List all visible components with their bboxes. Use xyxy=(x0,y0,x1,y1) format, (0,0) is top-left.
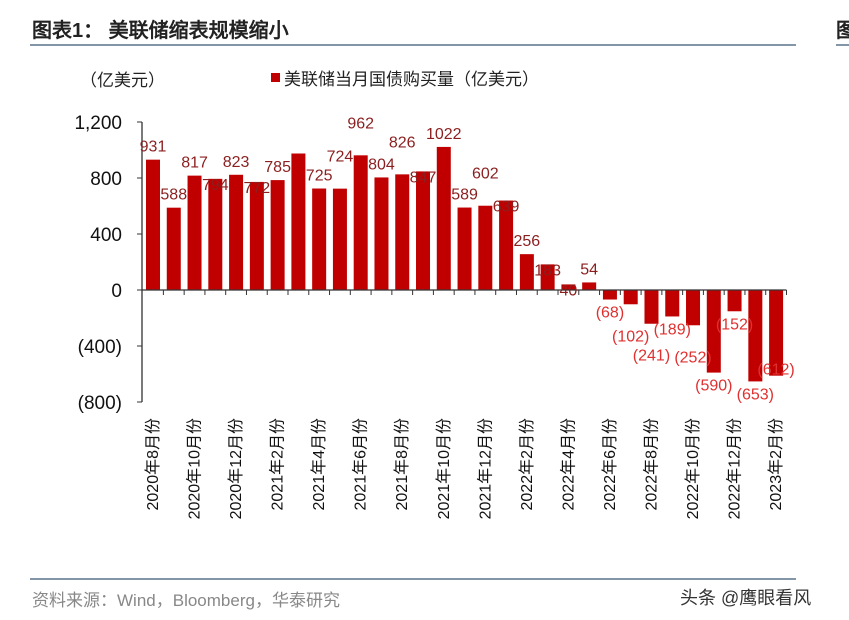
source-note: 资料来源：Wind，Bloomberg，华泰研究 xyxy=(32,591,340,610)
data-label: 725 xyxy=(306,168,333,185)
bar xyxy=(727,290,742,312)
title-divider xyxy=(30,44,796,46)
data-label: 54 xyxy=(580,261,598,278)
x-tick-label: 2021年2月份 xyxy=(269,418,287,511)
bar xyxy=(623,290,638,305)
legend: 美联储当月国债购买量（亿美元） xyxy=(271,65,539,90)
x-tick-label: 2020年8月份 xyxy=(144,418,162,511)
bar xyxy=(374,177,389,290)
data-label: (68) xyxy=(596,305,624,322)
bar xyxy=(582,282,597,290)
bar xyxy=(561,284,576,290)
y-tick-label: 0 xyxy=(111,281,122,302)
data-label: (252) xyxy=(674,349,711,366)
data-label: 588 xyxy=(160,187,187,204)
data-label: 804 xyxy=(368,156,395,173)
x-tick-label: 2022年12月份 xyxy=(726,418,744,519)
x-tick-label: 2023年2月份 xyxy=(767,418,785,511)
data-label: 826 xyxy=(389,134,416,151)
x-tick-label: 2020年10月份 xyxy=(186,418,204,519)
x-tick-label: 2022年8月份 xyxy=(642,418,660,511)
x-tick-label: 2021年4月份 xyxy=(310,418,328,511)
bar xyxy=(499,200,514,290)
data-label: 817 xyxy=(181,155,208,172)
bar xyxy=(706,290,721,373)
data-label: 602 xyxy=(472,166,499,183)
y-tick-label: 800 xyxy=(90,169,122,190)
x-tick-label: 2020年12月份 xyxy=(227,418,245,519)
data-label: 1022 xyxy=(426,126,462,143)
data-label: (102) xyxy=(612,328,649,345)
data-label: 962 xyxy=(347,115,374,132)
bar xyxy=(291,153,306,290)
bar xyxy=(270,180,285,290)
data-label: 256 xyxy=(514,233,541,250)
data-label: 772 xyxy=(243,180,270,197)
bar xyxy=(416,171,431,290)
next-figure-title-fragment: 图 xyxy=(836,20,849,42)
bar xyxy=(353,155,368,290)
bar xyxy=(457,207,472,290)
data-label: 931 xyxy=(140,139,167,156)
y-tick-label: (400) xyxy=(78,337,122,358)
bar xyxy=(187,175,202,290)
data-label: 639 xyxy=(493,199,520,216)
data-label: (653) xyxy=(737,386,774,403)
legend-swatch xyxy=(271,73,280,82)
bar xyxy=(146,159,160,290)
bar xyxy=(686,290,701,326)
x-tick-label: 2022年4月份 xyxy=(559,418,577,511)
data-label: (590) xyxy=(695,378,732,395)
bar xyxy=(436,146,451,290)
data-label: 847 xyxy=(410,169,437,186)
bar xyxy=(166,207,181,290)
bar xyxy=(769,290,784,376)
y-tick-label: 400 xyxy=(90,225,122,246)
bar xyxy=(665,290,680,317)
source-divider xyxy=(30,578,796,580)
data-label: 589 xyxy=(451,187,478,204)
x-tick-label: 2022年10月份 xyxy=(684,418,702,519)
bar xyxy=(332,188,347,290)
bar xyxy=(478,205,493,290)
bar xyxy=(229,174,244,290)
x-tick-label: 2021年8月份 xyxy=(393,418,411,511)
legend-label: 美联储当月国债购买量（亿美元） xyxy=(284,70,539,89)
bar xyxy=(602,290,617,300)
next-title-divider xyxy=(836,44,849,46)
bar xyxy=(312,188,327,290)
data-label: (612) xyxy=(757,362,794,379)
figure-title: 图表1： 美联储缩表规模缩小 xyxy=(32,20,289,42)
x-tick-label: 2021年6月份 xyxy=(352,418,370,511)
bar xyxy=(519,254,534,290)
data-label: 183 xyxy=(534,262,561,279)
data-label: 40 xyxy=(560,282,578,299)
bar xyxy=(540,264,555,290)
watermark: 头条 @鹰眼看风 xyxy=(680,588,812,608)
x-tick-label: 2022年2月份 xyxy=(518,418,536,511)
data-label: (241) xyxy=(633,348,670,365)
data-label: 785 xyxy=(264,159,291,176)
data-label: (152) xyxy=(716,316,753,333)
x-tick-label: 2022年6月份 xyxy=(601,418,619,511)
bar xyxy=(395,174,410,290)
x-tick-label: 2021年12月份 xyxy=(476,418,494,519)
bar xyxy=(208,178,223,290)
x-tick-label: 2021年10月份 xyxy=(435,418,453,519)
y-tick-label: (800) xyxy=(78,393,122,414)
y-axis-unit: （亿美元） xyxy=(80,71,165,90)
data-label: (189) xyxy=(654,321,691,338)
y-tick-label: 1,200 xyxy=(74,113,122,134)
bar xyxy=(644,290,659,324)
bar xyxy=(748,290,763,382)
data-label: 794 xyxy=(202,177,229,194)
data-label: 823 xyxy=(223,154,250,171)
bar xyxy=(249,181,264,290)
data-label: 724 xyxy=(327,149,354,166)
